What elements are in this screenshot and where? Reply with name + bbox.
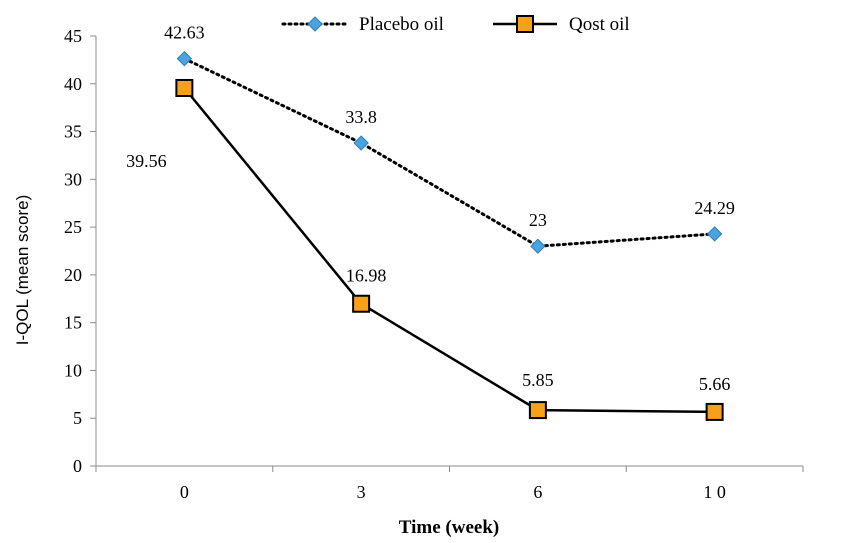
legend-label: Qost oil xyxy=(569,14,630,35)
y-tick-label: 20 xyxy=(64,265,82,285)
series-qost-oil xyxy=(175,78,724,421)
legend-item-placebo-oil: Placebo oil xyxy=(281,14,444,35)
legend: Placebo oil Qost oil xyxy=(281,14,630,35)
series-group xyxy=(175,50,724,421)
data-point xyxy=(175,78,194,97)
data-label: 42.63 xyxy=(164,23,205,43)
data-label: 39.56 xyxy=(126,151,167,171)
data-point xyxy=(706,226,723,242)
legend-item-qost-oil: Qost oil xyxy=(493,14,630,35)
y-tick-label: 45 xyxy=(64,26,82,46)
data-point xyxy=(176,50,193,67)
y-tick-label: 40 xyxy=(64,74,82,94)
y-axis-ticks: 0 5 10 15 20 25 30 35 40 45 xyxy=(64,26,96,476)
legend-label: Placebo oil xyxy=(359,14,444,35)
x-tick-label: 3 xyxy=(357,482,366,502)
x-axis-label: Time (week) xyxy=(399,517,499,538)
y-axis-label: I-QOL (mean score) xyxy=(13,195,32,346)
data-label: 24.29 xyxy=(694,198,735,218)
data-label: 16.98 xyxy=(346,266,387,286)
data-label: 33.8 xyxy=(345,107,377,127)
y-tick-label: 15 xyxy=(64,313,82,333)
y-tick-label: 30 xyxy=(64,169,82,189)
data-label: 5.66 xyxy=(699,374,731,394)
series-line xyxy=(182,57,717,248)
y-tick-label: 10 xyxy=(64,360,82,380)
data-point xyxy=(353,135,369,151)
axes xyxy=(95,36,803,467)
data-label: 5.85 xyxy=(522,370,554,390)
data-point xyxy=(705,402,724,421)
x-tick-label: 1 0 xyxy=(703,482,726,502)
data-point xyxy=(528,401,547,420)
legend-marker xyxy=(307,16,323,32)
data-point xyxy=(530,238,546,254)
data-point xyxy=(352,294,371,313)
y-tick-label: 25 xyxy=(64,217,82,237)
legend-marker xyxy=(516,15,534,33)
x-tick-label: 6 xyxy=(533,482,542,502)
y-tick-label: 35 xyxy=(64,122,82,142)
data-labels: 42.63 33.8 23 24.29 39.56 16.98 5.85 5.66 xyxy=(126,23,735,394)
data-label: 23 xyxy=(529,210,547,230)
y-tick-label: 5 xyxy=(73,408,82,428)
y-tick-label: 0 xyxy=(73,456,82,476)
series-placebo-oil xyxy=(176,50,723,254)
x-axis-ticks: 0 3 6 1 0 xyxy=(95,466,804,502)
x-tick-label: 0 xyxy=(180,482,189,502)
series-line xyxy=(183,87,715,414)
